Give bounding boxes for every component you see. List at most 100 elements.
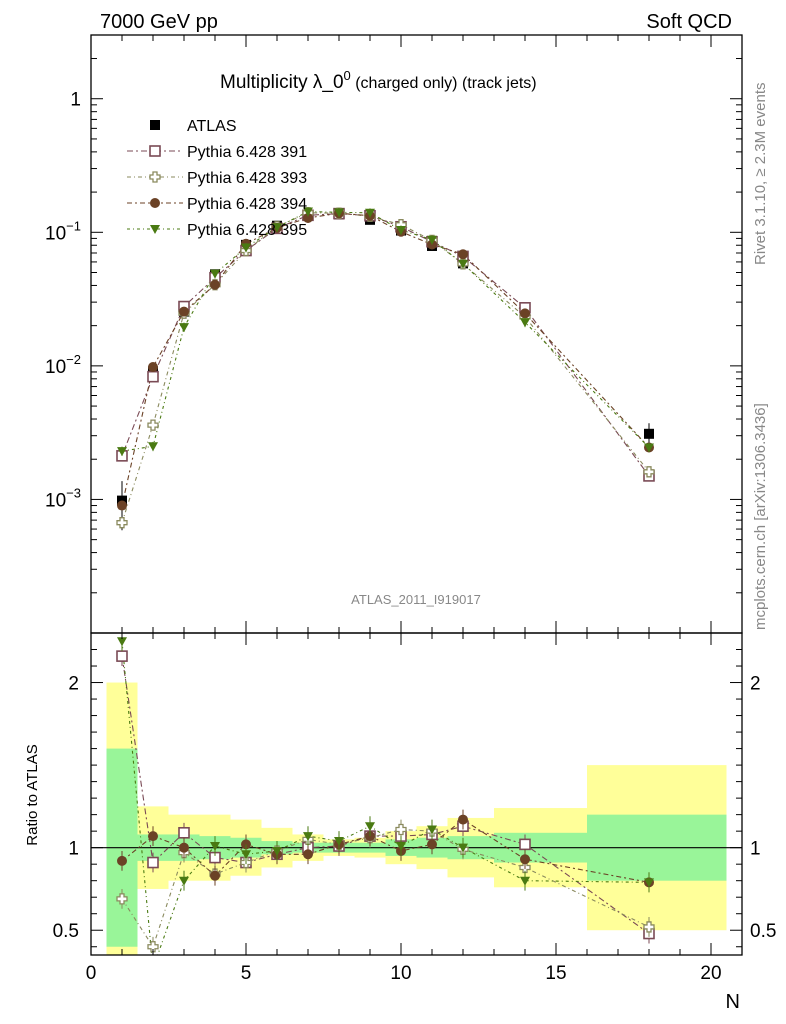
ratio-lines (121, 641, 650, 955)
x-tick-label: 5 (241, 963, 252, 984)
series-ratio-point (210, 870, 220, 881)
series-point (427, 235, 437, 245)
legend-label: Pythia 6.428 393 (187, 170, 307, 187)
title-main: Multiplicity λ_0 (220, 72, 344, 93)
x-tick-label: 10 (390, 963, 411, 984)
ratio-y-tick-label-right: 1 (750, 839, 761, 860)
header-right: Soft QCD (646, 11, 732, 33)
series-ratio-point (147, 941, 159, 953)
rivet-label: Rivet 3.1.10, ≥ 2.3M events (752, 83, 769, 266)
series-point (210, 269, 220, 279)
y-tick-label: 1 (70, 90, 81, 111)
x-tick-label: 0 (86, 963, 97, 984)
legend-label: Pythia 6.428 391 (187, 144, 307, 161)
series-point (210, 279, 220, 290)
series-point (458, 249, 468, 260)
series-ratio-line (121, 656, 650, 934)
series-line (121, 213, 650, 477)
series-point (148, 362, 158, 373)
series-ratio-point (334, 837, 344, 847)
series-ratio-point (427, 839, 437, 850)
legend-label: Pythia 6.428 395 (187, 222, 307, 239)
series-ratio-point (272, 846, 282, 856)
series-point (241, 243, 251, 253)
series-point (147, 370, 159, 383)
series-point (520, 308, 530, 319)
ratio-bands (91, 682, 742, 955)
series-ratio-point (148, 831, 158, 842)
series-point (303, 212, 313, 223)
title-suffix: (charged only) (track jets) (351, 75, 537, 92)
ratio-y-tick-label: 0.5 (53, 921, 79, 942)
title-sup: 0 (344, 68, 351, 83)
series-ratio-point (520, 876, 530, 886)
series-ratio-point (179, 842, 189, 853)
ratio-y-tick-label-right: 2 (750, 674, 761, 695)
series-point (643, 466, 655, 478)
series-ratio-point (116, 650, 128, 662)
analysis-label: ATLAS_2011_I919017 (351, 592, 481, 607)
axes: 0 5 10 15 20 10−3 10−2 10−1 1 0.5 0.5 1 1 2 2 (45, 34, 776, 984)
series-point (458, 259, 468, 269)
data-point (644, 428, 654, 439)
series-line (121, 210, 650, 452)
y-tick-label: 10−3 (45, 485, 81, 511)
chart-title: Multiplicity λ_00 (charged only) (track … (220, 68, 537, 93)
legend-label: ATLAS (187, 118, 237, 135)
legend-marker (149, 171, 161, 183)
series-ratio-point (458, 814, 468, 825)
series-ratio-point (116, 893, 128, 905)
series-line (121, 212, 650, 523)
series-ratio-point (117, 637, 127, 647)
ratio-frame (90, 632, 743, 956)
legend-marker (149, 145, 161, 157)
series-point (148, 442, 158, 452)
y-tick-label: 10−1 (45, 218, 81, 244)
series-point (272, 223, 282, 233)
y-tick-label: 10−2 (45, 352, 81, 378)
series-point (117, 500, 127, 511)
legend: ATLAS Pythia 6.428 391 Pythia 6.428 393 Pyt… (127, 118, 307, 239)
legend-marker (150, 198, 160, 208)
series-point (334, 208, 344, 218)
series-point (396, 226, 406, 236)
series-ratio-line (121, 641, 650, 955)
series-ratio-point (210, 842, 220, 852)
series-ratio-point (520, 854, 530, 865)
series-ratio-point (396, 842, 406, 852)
series-ratio-point (178, 827, 190, 839)
series-ratio-point (179, 876, 189, 886)
legend-marker (150, 225, 160, 234)
header-left: 7000 GeV pp (100, 11, 218, 33)
ratio-ylabel: Ratio to ATLAS (24, 744, 41, 845)
legend-marker (150, 120, 160, 130)
main-lines (121, 210, 650, 523)
ratio-y-tick-label: 2 (68, 674, 79, 695)
series-point (365, 208, 375, 218)
mcplots-label: mcplots.cern.ch [arXiv:1306.3436] (752, 403, 769, 630)
x-axis-label: N (726, 991, 740, 1013)
series-ratio-point (643, 921, 655, 933)
series-point (117, 447, 127, 457)
x-tick-label: 20 (700, 963, 721, 984)
markers (116, 207, 655, 955)
series-point (179, 323, 189, 333)
series-ratio-line (121, 828, 650, 949)
series-ratio-point (241, 850, 251, 860)
series-ratio-point (519, 838, 531, 851)
series-ratio-point (395, 823, 407, 836)
series-point (520, 318, 530, 328)
series-line (121, 212, 650, 506)
series-ratio-point (303, 849, 313, 860)
series-point (303, 207, 313, 217)
series-ratio-point (303, 832, 313, 842)
series-ratio-point (644, 878, 654, 888)
series-ratio-point (427, 825, 437, 835)
series-ratio-point (117, 855, 127, 866)
x-tick-label: 15 (545, 963, 566, 984)
series-point (116, 517, 128, 529)
series-point (644, 443, 654, 453)
series-point (179, 306, 189, 317)
series-ratio-point (147, 856, 159, 869)
